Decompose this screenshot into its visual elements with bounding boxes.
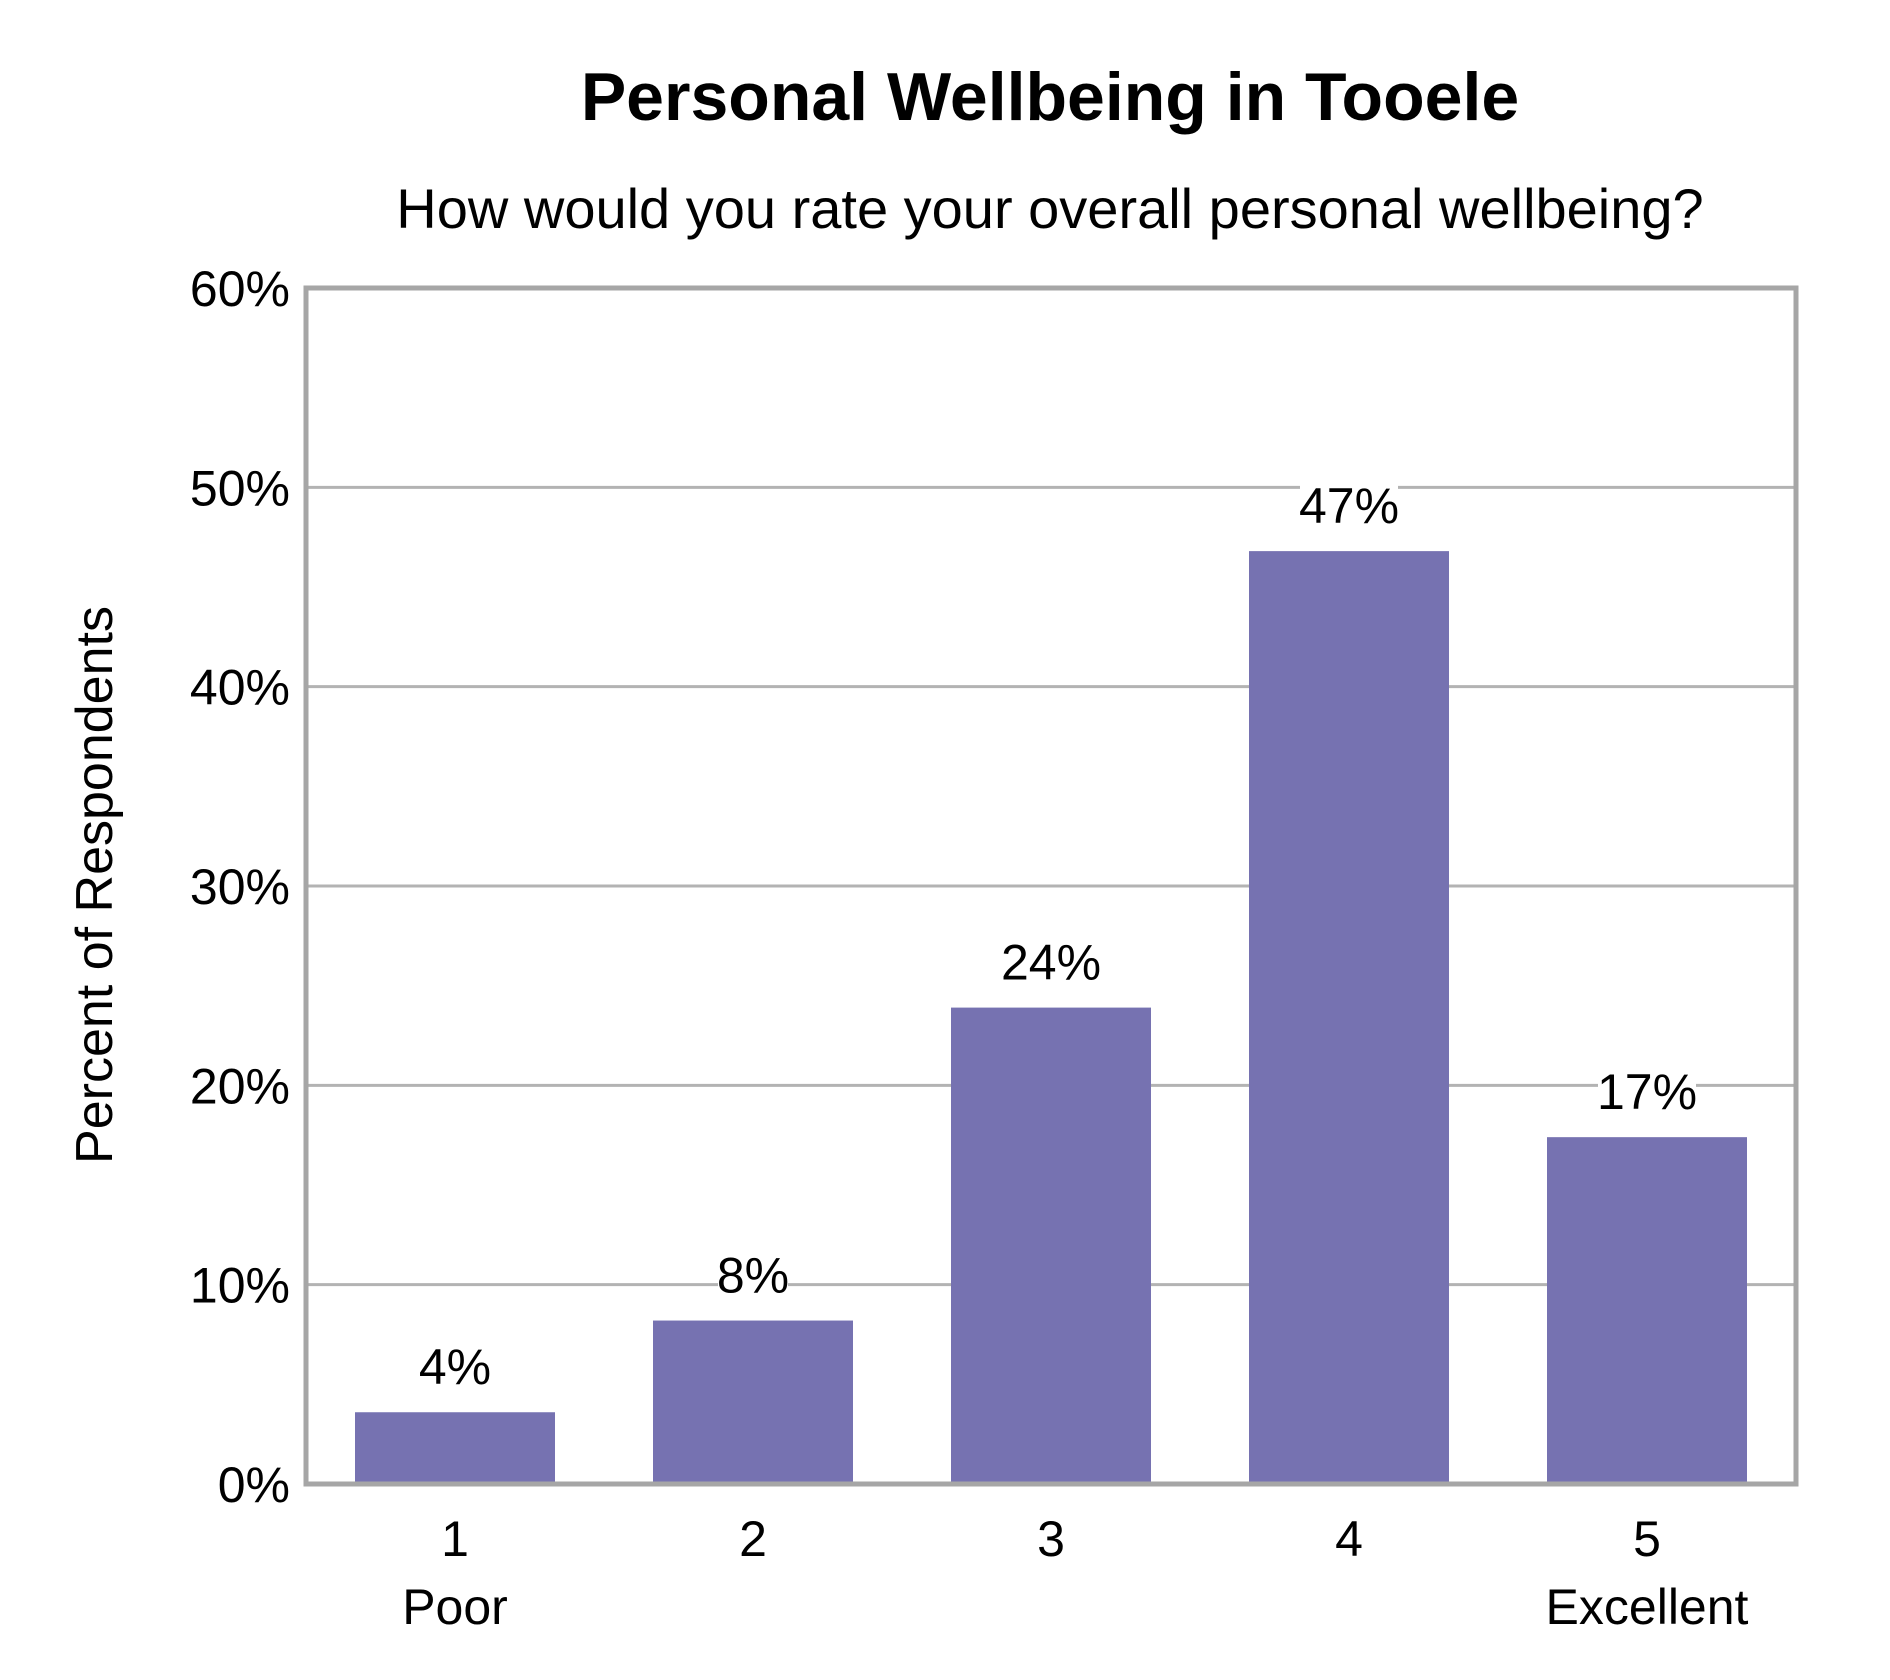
bar	[951, 1007, 1151, 1484]
data-label-background	[420, 1338, 490, 1395]
y-axis-label: Percent of Respondents	[66, 606, 124, 1164]
y-tick-label: 60%	[190, 261, 290, 317]
y-tick-label: 50%	[190, 460, 290, 516]
data-label-background	[1598, 1063, 1696, 1120]
plot-border	[303, 285, 1799, 1487]
labels: 0% 10% 20% 30% 40% 50% 60% 4% 1 Poor 8% 2 24% 3 47% 4 17…	[190, 261, 1749, 1635]
data-label: 8%	[717, 1248, 789, 1304]
y-tick-label: 0%	[218, 1457, 290, 1513]
plot-frame	[303, 285, 1799, 1487]
x-tick-sublabel: Excellent	[1546, 1579, 1749, 1635]
bar	[1249, 551, 1449, 1484]
bar	[355, 1412, 555, 1484]
data-label: 24%	[1001, 935, 1101, 991]
chart-subtitle: How would you rate your overall personal…	[396, 177, 1703, 240]
data-label-background	[1300, 477, 1398, 534]
data-label: 47%	[1299, 478, 1399, 534]
bars	[355, 551, 1747, 1484]
chart-title: Personal Wellbeing in Tooele	[581, 59, 1519, 135]
y-tick-label: 40%	[190, 660, 290, 716]
x-tick-label: 3	[1037, 1511, 1065, 1567]
x-tick-sublabel: Poor	[402, 1579, 508, 1635]
x-tick-label: 4	[1335, 1511, 1363, 1567]
bar	[653, 1320, 853, 1484]
y-tick-label: 20%	[190, 1058, 290, 1114]
y-tick-label: 10%	[190, 1258, 290, 1314]
bar	[1547, 1137, 1747, 1484]
y-tick-label: 30%	[190, 859, 290, 915]
x-tick-label: 5	[1633, 1511, 1661, 1567]
data-label: 17%	[1597, 1064, 1697, 1120]
data-label-background	[1002, 933, 1100, 990]
data-label: 4%	[419, 1339, 491, 1395]
x-tick-label: 1	[441, 1511, 469, 1567]
x-tick-label: 2	[739, 1511, 767, 1567]
data-label-background	[718, 1246, 788, 1303]
